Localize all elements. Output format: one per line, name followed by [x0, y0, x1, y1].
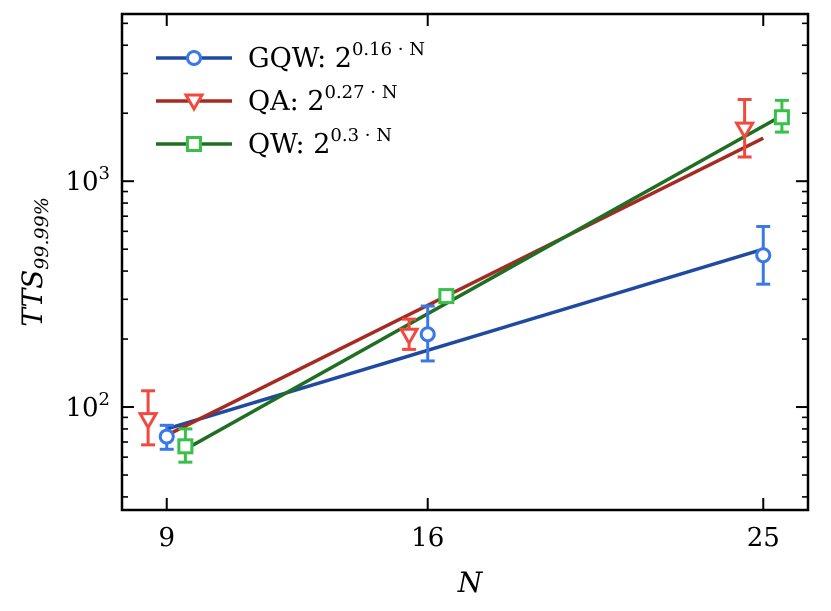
point-qw	[773, 109, 790, 126]
legend-marker-gqw	[186, 50, 202, 66]
legend-marker-qa	[183, 93, 205, 113]
x-tick-label: 25	[747, 523, 780, 553]
tick-labels: 102 103 9 16 25	[65, 163, 779, 553]
legend: GQW: 20.16 · N QA: 20.27 · N QW: 20.3 · N	[156, 39, 425, 160]
legend-label-qw: QW: 20.3 · N	[248, 125, 392, 160]
point-qa	[137, 412, 159, 431]
point-gqw	[755, 247, 772, 264]
legend-label-qa: QA: 20.27 · N	[248, 82, 398, 117]
y-axis-label-main: TTS	[16, 270, 49, 327]
y-tick-label: 102	[65, 389, 110, 423]
major-ticks	[122, 14, 808, 510]
svg-text:TTS99.99%: TTS99.99%	[16, 197, 53, 327]
y-axis-label: TTS99.99%	[16, 197, 53, 327]
point-qa	[734, 121, 756, 141]
legend-marker-qw	[186, 136, 202, 152]
data-markers	[137, 109, 790, 455]
fit-line-qa	[165, 136, 765, 437]
x-axis-label: N	[457, 566, 484, 599]
point-qw	[438, 288, 455, 305]
y-tick-label: 103	[65, 163, 110, 197]
x-tick-label: 16	[411, 523, 444, 553]
fit-line-gqw	[166, 247, 764, 431]
point-gqw	[419, 326, 436, 343]
legend-label-gqw: GQW: 20.16 · N	[248, 39, 425, 74]
x-tick-label: 9	[158, 523, 175, 553]
fit-line-qw	[184, 114, 783, 451]
point-qw	[177, 438, 194, 455]
plot-frame	[120, 12, 810, 512]
point-qa	[398, 327, 420, 347]
point-gqw	[158, 428, 175, 445]
fit-lines	[165, 114, 783, 451]
y-axis-label-sub: 99.99%	[31, 197, 53, 269]
